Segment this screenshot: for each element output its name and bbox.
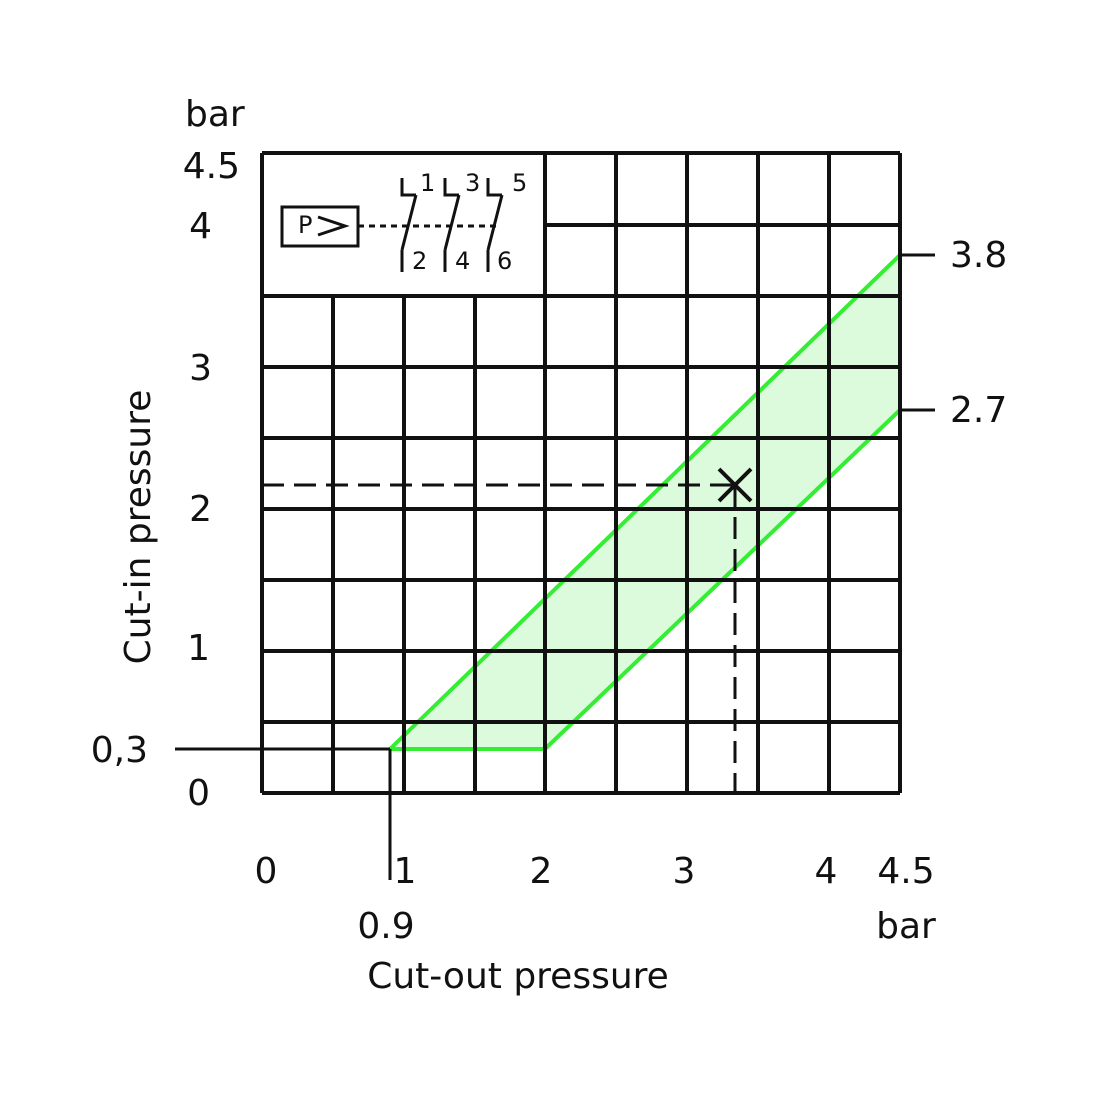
y-tick-label: 4.5 bbox=[183, 146, 240, 187]
y-tick-label: 0 bbox=[187, 773, 210, 814]
y-tick-label: 4 bbox=[189, 206, 212, 247]
y-axis-title: Cut-in pressure bbox=[118, 390, 159, 665]
annotation: 2.7 bbox=[950, 390, 1007, 431]
x-tick-label: 2 bbox=[530, 851, 553, 892]
y-unit: bar bbox=[185, 94, 245, 135]
contact-label: 3 bbox=[465, 169, 480, 197]
x-tick-label: 4.5 bbox=[877, 851, 934, 892]
switch-symbol bbox=[280, 178, 504, 272]
y-tick-label: 2 bbox=[189, 489, 212, 530]
leader-lines bbox=[175, 253, 935, 880]
x-tick-label: 3 bbox=[673, 851, 696, 892]
contact-label: 1 bbox=[420, 169, 435, 197]
x-tick-label: 0 bbox=[255, 851, 278, 892]
x-tick-label: 1 bbox=[394, 851, 417, 892]
x-unit: bar bbox=[876, 906, 936, 947]
x-tick-label: 4 bbox=[815, 851, 838, 892]
annotation: 0,3 bbox=[91, 730, 148, 771]
contact-label: 6 bbox=[497, 247, 512, 275]
annotation: 0.9 bbox=[357, 906, 414, 947]
contact-label: 2 bbox=[412, 247, 427, 275]
grid bbox=[260, 151, 902, 795]
contact-label: 4 bbox=[455, 247, 470, 275]
x-axis-title: Cut-out pressure bbox=[367, 956, 669, 997]
y-tick-label: 3 bbox=[189, 348, 212, 389]
symbol-label: P bbox=[298, 211, 312, 239]
annotation: 3.8 bbox=[950, 235, 1007, 276]
contact-label: 5 bbox=[512, 169, 527, 197]
y-tick-label: 1 bbox=[187, 628, 210, 669]
example-point bbox=[262, 467, 753, 793]
